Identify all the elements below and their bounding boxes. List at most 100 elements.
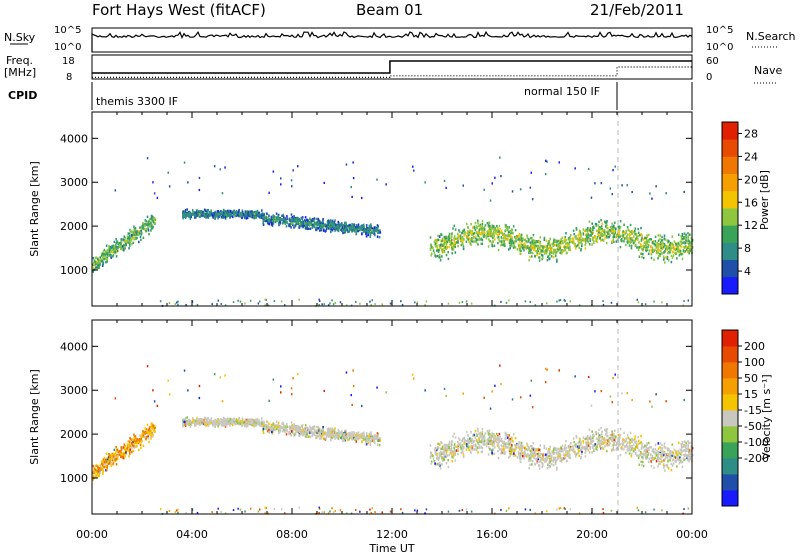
power-echo <box>335 223 337 226</box>
velocity-echo <box>304 432 307 436</box>
velocity-echo <box>131 444 134 447</box>
power-echo <box>578 232 581 235</box>
power-echo <box>499 156 501 159</box>
velocity-echo <box>229 418 232 421</box>
power-echo <box>630 240 633 243</box>
velocity-echo <box>278 430 281 433</box>
power-echo <box>370 303 372 306</box>
power-echo <box>134 237 136 241</box>
velocity-echo <box>687 447 690 450</box>
velocity-echo <box>588 437 590 440</box>
velocity-echo <box>379 439 382 442</box>
velocity-echo <box>352 433 354 436</box>
power-ylabel: Slant Range [km] <box>28 161 41 257</box>
power-echo <box>621 234 623 237</box>
power-echo <box>352 177 355 180</box>
power-echo <box>614 165 616 168</box>
power-echo <box>290 219 293 222</box>
power-echo <box>561 250 563 253</box>
power-echo <box>184 210 187 213</box>
power-echo <box>644 303 647 306</box>
velocity-echo <box>236 419 239 422</box>
velocity-echo <box>102 470 104 474</box>
power-echo <box>626 184 628 187</box>
power-echo <box>435 242 438 245</box>
power-echo <box>688 252 690 255</box>
velocity-echo <box>127 440 130 443</box>
power-echo <box>545 249 547 252</box>
power-echo <box>293 225 296 228</box>
power-echo <box>614 231 616 234</box>
power-echo <box>562 250 564 253</box>
power-echo <box>277 221 280 224</box>
power-echo <box>434 242 437 245</box>
power-echo <box>530 246 533 250</box>
power-echo <box>336 225 339 229</box>
power-echo <box>151 223 153 227</box>
velocity-echo <box>375 436 377 439</box>
power-echo <box>617 226 620 229</box>
power-echo <box>519 235 522 239</box>
velocity-echo <box>197 422 200 425</box>
power-echo <box>103 248 106 252</box>
power-echo <box>437 250 440 253</box>
velocity-echo <box>270 427 272 430</box>
power-echo <box>101 259 103 262</box>
power-echo <box>545 245 547 248</box>
power-echo <box>204 215 207 218</box>
power-echo <box>275 216 277 220</box>
velocity-echo <box>626 443 628 446</box>
power-echo <box>182 213 184 216</box>
power-echo <box>504 236 507 240</box>
velocity-echo <box>285 433 288 436</box>
velocity-echo <box>321 434 323 438</box>
velocity-echo <box>131 450 133 454</box>
power-echo <box>358 228 361 231</box>
power-echo <box>115 238 117 241</box>
power-echo <box>376 224 379 227</box>
power-echo <box>498 224 501 228</box>
velocity-echo <box>302 428 304 431</box>
velocity-echo <box>97 466 99 469</box>
power-echo <box>488 221 491 224</box>
power-echo <box>267 221 269 225</box>
power-echo <box>150 229 152 232</box>
power-echo <box>462 239 464 243</box>
velocity-echo <box>376 443 379 446</box>
power-echo <box>677 242 680 245</box>
velocity-echo <box>139 434 141 437</box>
power-echo <box>506 234 509 237</box>
power-echo <box>529 255 531 258</box>
velocity-echo <box>119 450 121 453</box>
power-echo <box>509 244 511 247</box>
power-echo <box>97 258 99 261</box>
nsearch-tick-bottom: 10^0 <box>706 42 733 53</box>
velocity-echo <box>105 465 107 469</box>
power-echo <box>198 215 201 218</box>
power-echo <box>500 244 502 247</box>
power-echo <box>560 241 563 245</box>
power-echo <box>654 240 657 243</box>
velocity-echo <box>673 454 675 457</box>
power-echo <box>293 219 295 222</box>
velocity-echo <box>105 469 107 472</box>
power-echo <box>106 252 109 255</box>
velocity-echo <box>555 452 558 455</box>
power-echo <box>259 300 261 303</box>
velocity-echo <box>361 440 363 444</box>
power-echo <box>360 226 363 230</box>
power-echo <box>373 230 375 233</box>
power-echo <box>543 238 546 242</box>
power-echo <box>657 249 659 253</box>
power-echo <box>616 233 618 237</box>
power-echo <box>211 214 214 217</box>
velocity-echo <box>112 456 115 459</box>
power-echo <box>434 254 436 257</box>
power-echo <box>376 235 379 238</box>
velocity-echo <box>137 440 139 444</box>
power-echo <box>536 244 539 248</box>
power-echo <box>514 235 516 239</box>
power-echo <box>497 233 499 236</box>
power-echo <box>678 243 681 247</box>
power-echo <box>304 222 307 225</box>
